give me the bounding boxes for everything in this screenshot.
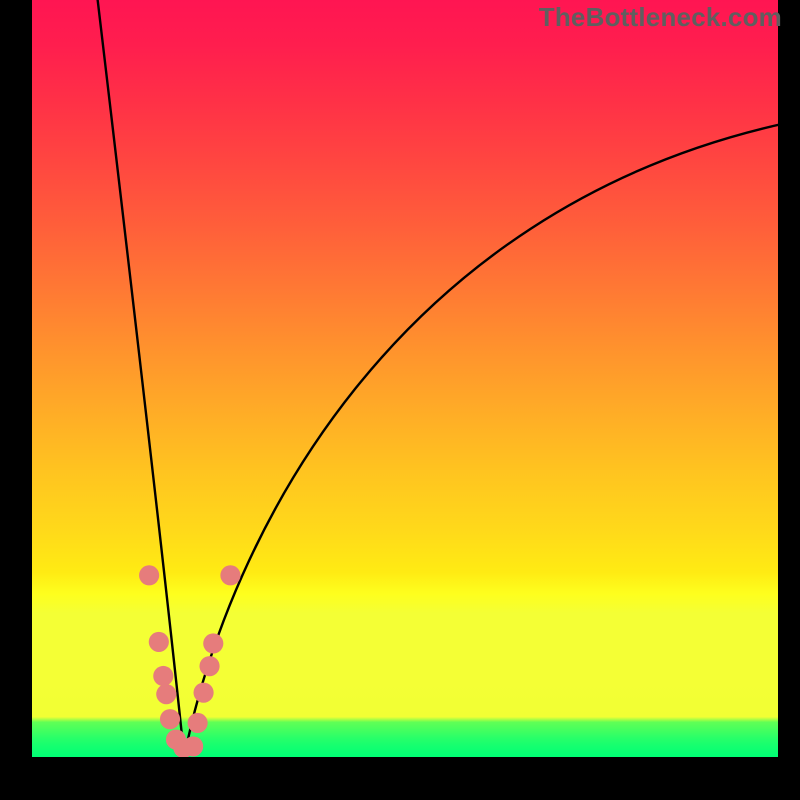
data-marker	[188, 713, 208, 733]
data-marker	[156, 684, 176, 704]
data-marker	[220, 565, 240, 585]
chart-stage: TheBottleneck.com	[0, 0, 800, 800]
data-marker	[183, 736, 203, 756]
watermark-label: TheBottleneck.com	[539, 2, 782, 33]
chart-svg	[0, 0, 800, 800]
data-marker	[203, 633, 223, 653]
data-marker	[153, 666, 173, 686]
data-marker	[149, 632, 169, 652]
data-marker	[160, 709, 180, 729]
plot-background-gradient	[32, 0, 778, 757]
data-marker	[199, 656, 219, 676]
data-marker	[194, 683, 214, 703]
data-marker	[139, 565, 159, 585]
